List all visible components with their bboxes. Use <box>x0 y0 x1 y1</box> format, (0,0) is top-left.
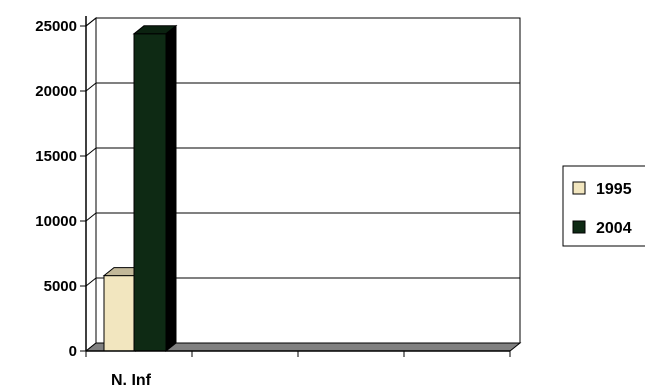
y-tick-label: 10000 <box>35 213 77 230</box>
gridline-side <box>85 277 97 287</box>
y-tick-label: 25000 <box>35 18 77 35</box>
y-tick-labels: 0 5000 10000 15000 20000 25000 <box>35 18 77 360</box>
y-tick-label: 20000 <box>35 83 77 100</box>
gridline-side <box>85 147 97 157</box>
legend-label: 1995 <box>596 181 632 198</box>
x-category-label: N. Inf <box>111 372 152 389</box>
legend-label: 2004 <box>596 220 632 237</box>
legend: 1995 2004 <box>562 165 645 247</box>
bar-side-2004 <box>165 24 177 353</box>
gridline-side <box>85 212 97 222</box>
bar-series <box>102 24 178 353</box>
y-tick-label: 5000 <box>44 278 77 295</box>
gridline-side <box>85 82 97 92</box>
bar-2004 <box>133 33 167 352</box>
axes <box>80 16 511 357</box>
y-tick-label: 15000 <box>35 148 77 165</box>
gridline-side <box>85 17 97 27</box>
legend-swatch <box>572 181 586 195</box>
x-category-labels: N. Inf <box>111 372 152 389</box>
bar-1995 <box>103 275 137 352</box>
legend-swatch <box>572 220 586 234</box>
y-tick-label: 0 <box>69 343 77 360</box>
side-wall <box>85 16 97 353</box>
